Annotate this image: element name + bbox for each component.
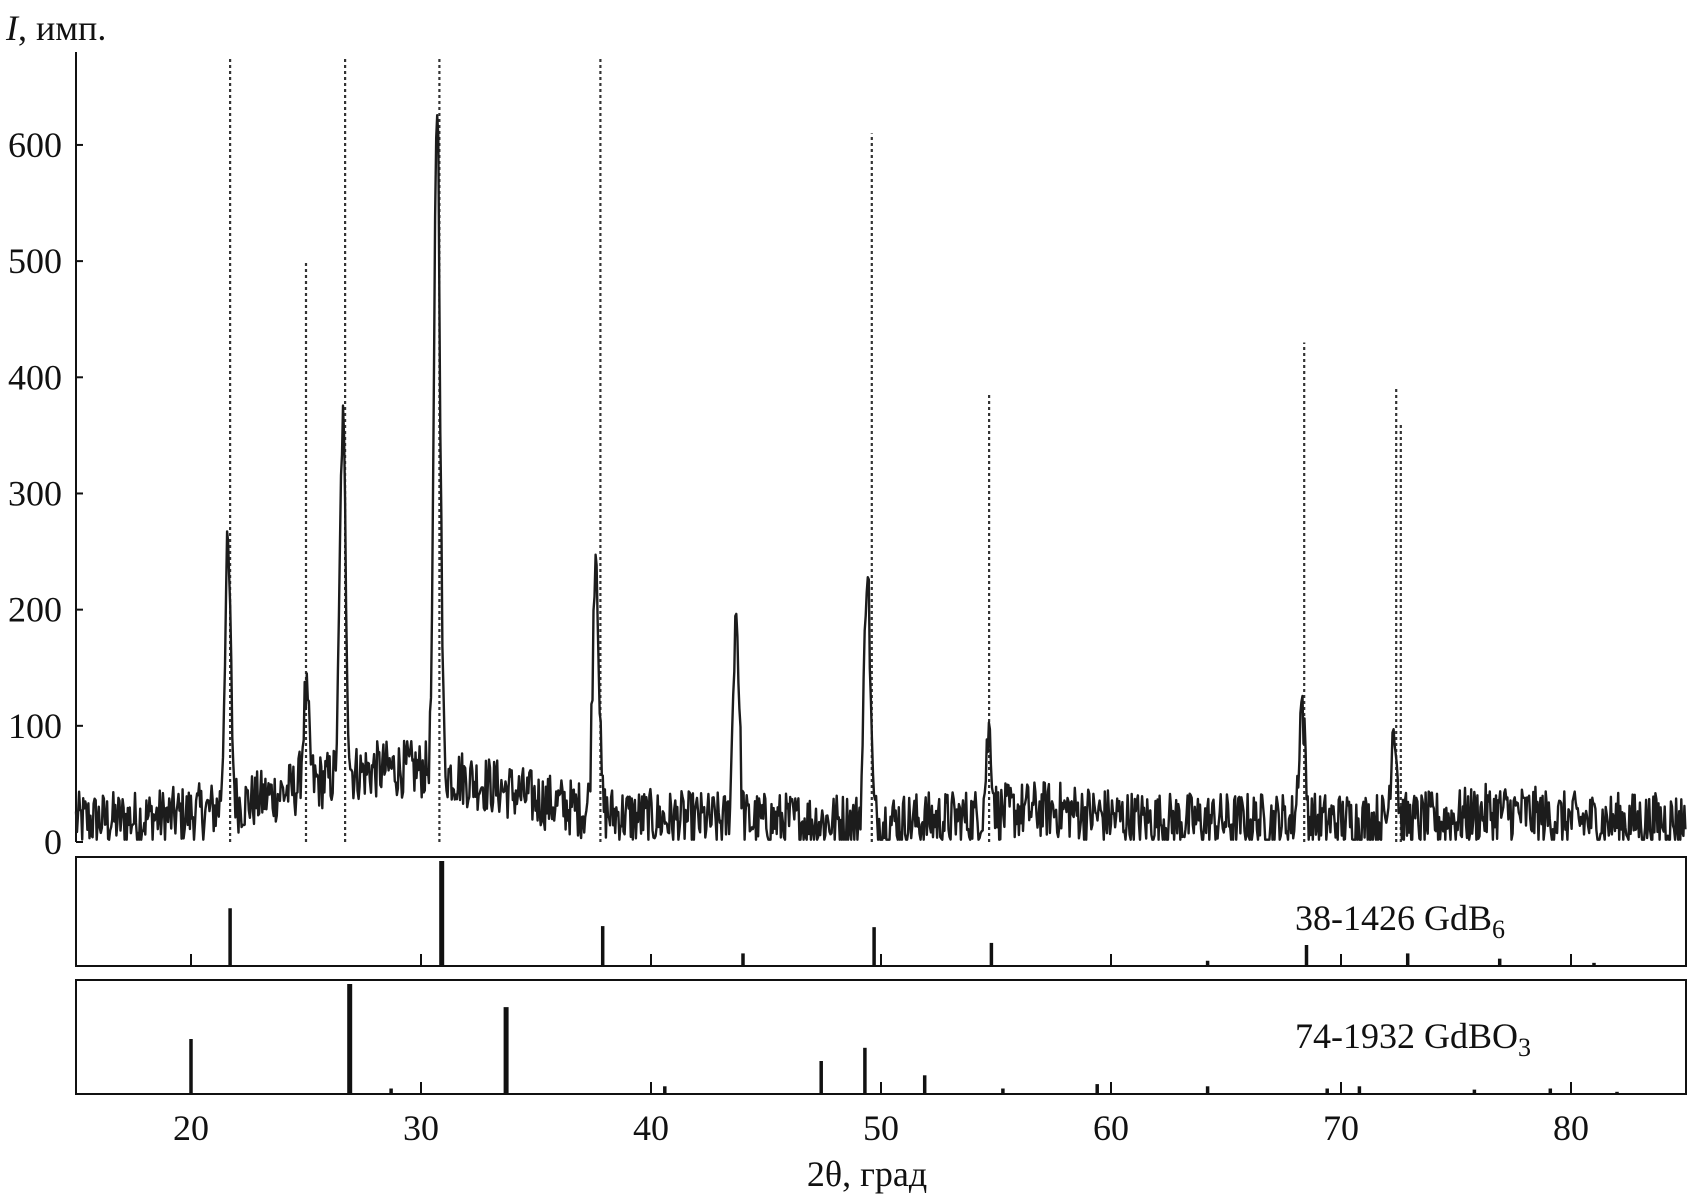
y-tick-label: 600 xyxy=(8,125,62,165)
ref-label-gdb6-main: 38-1426 GdB xyxy=(1295,898,1492,938)
y-tick-label: 400 xyxy=(8,357,62,397)
ref-label-gdbo3: 74-1932 GdBO3 xyxy=(1295,1016,1531,1062)
y-tick-label: 500 xyxy=(8,241,62,281)
y-tick-label: 200 xyxy=(8,590,62,630)
x-tick-label: 30 xyxy=(403,1108,439,1148)
reference-panel-gdb6 xyxy=(75,856,1687,967)
y-axis-unit: , имп. xyxy=(18,8,106,48)
y-tick-label: 100 xyxy=(8,706,62,746)
x-tick-label: 50 xyxy=(863,1108,899,1148)
y-axis-symbol: I xyxy=(5,8,20,48)
x-tick-label: 20 xyxy=(173,1108,209,1148)
x-axis-title: 2θ, град xyxy=(807,1154,927,1194)
reference-panel-gdbo3 xyxy=(75,979,1687,1095)
x-tick-label: 80 xyxy=(1553,1108,1589,1148)
x-tick-label: 40 xyxy=(633,1108,669,1148)
y-axis-title: I, имп. xyxy=(5,8,106,48)
ref-label-gdb6: 38-1426 GdB6 xyxy=(1295,898,1505,944)
y-tick-label: 0 xyxy=(44,822,62,862)
ref-label-gdb6-sub: 6 xyxy=(1492,915,1505,944)
ref-label-gdbo3-sub: 3 xyxy=(1518,1033,1531,1062)
main-diffractogram-panel: 0 100 200 300 400 500 600 xyxy=(8,52,1687,862)
x-axis: 20 30 40 50 60 70 80 xyxy=(173,1108,1589,1148)
ref-label-gdbo3-main: 74-1932 GdBO xyxy=(1295,1016,1518,1056)
diffraction-pattern-line xyxy=(74,113,1687,841)
y-tick-label: 300 xyxy=(8,473,62,513)
x-tick-label: 70 xyxy=(1323,1108,1359,1148)
x-tick-label: 60 xyxy=(1093,1108,1129,1148)
